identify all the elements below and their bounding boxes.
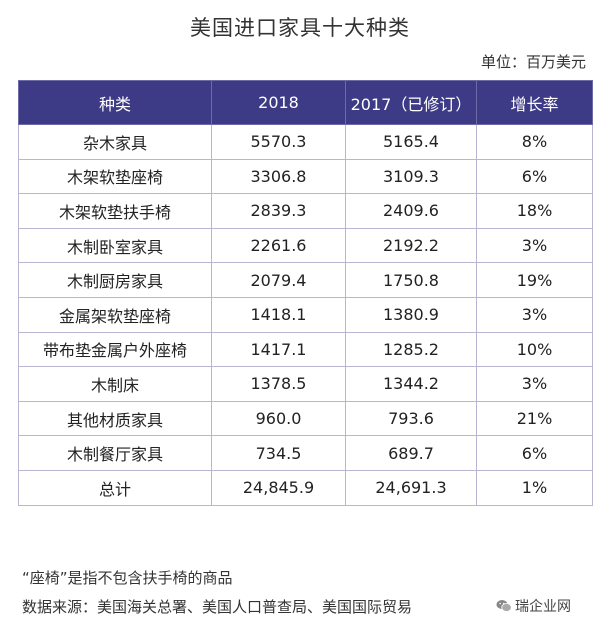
- cell-growth: 3%: [476, 366, 593, 402]
- watermark: 瑞企业网: [496, 596, 571, 616]
- footnote-source: 数据来源：美国海关总署、美国人口普查局、美国国际贸易: [22, 598, 413, 616]
- cell-growth: 3%: [476, 296, 593, 333]
- cell-2017: 1750.8: [345, 262, 477, 298]
- cell-growth: 3%: [476, 227, 593, 264]
- cell-2018: 2839.3: [211, 193, 346, 229]
- cell-growth: 6%: [476, 435, 593, 471]
- header-category: 种类: [18, 80, 212, 125]
- cell-2017: 1285.2: [345, 331, 477, 368]
- table-title: 美国进口家具十大种类: [190, 16, 410, 40]
- table-row: 木架软垫扶手椅 2839.3 2409.6 18%: [18, 193, 593, 229]
- cell-2018: 1418.1: [211, 296, 346, 333]
- cell-growth: 21%: [476, 400, 593, 437]
- cell-2018: 960.0: [211, 400, 346, 437]
- cell-category: 木制厨房家具: [18, 262, 212, 298]
- wechat-icon: [496, 599, 512, 613]
- import-furniture-table: 种类 2018 2017（已修订） 增长率 杂木家具 5570.3 5165.4 8%…: [18, 80, 593, 506]
- cell-2018: 2261.6: [211, 227, 346, 264]
- cell-category: 带布垫金属户外座椅: [18, 331, 212, 368]
- cell-2018: 2079.4: [211, 262, 346, 298]
- cell-category: 木制餐厅家具: [18, 435, 212, 471]
- cell-2017: 1344.2: [345, 366, 477, 402]
- cell-2018: 1378.5: [211, 366, 346, 402]
- cell-2017: 2409.6: [345, 193, 477, 229]
- cell-2018: 24,845.9: [211, 469, 346, 506]
- table-row: 木架软垫座椅 3306.8 3109.3 6%: [18, 158, 593, 195]
- cell-2018: 3306.8: [211, 158, 346, 195]
- cell-2017: 1380.9: [345, 296, 477, 333]
- table-row: 杂木家具 5570.3 5165.4 8%: [18, 124, 593, 160]
- cell-category: 其他材质家具: [18, 400, 212, 437]
- header-2017: 2017（已修订）: [345, 80, 477, 125]
- watermark-text: 瑞企业网: [515, 599, 571, 615]
- cell-growth: 19%: [476, 262, 593, 298]
- cell-2018: 1417.1: [211, 331, 346, 368]
- cell-2017: 24,691.3: [345, 469, 477, 506]
- cell-growth: 18%: [476, 193, 593, 229]
- cell-2017: 3109.3: [345, 158, 477, 195]
- footnote-note: “座椅”是指不包含扶手椅的商品: [22, 569, 233, 587]
- cell-2018: 734.5: [211, 435, 346, 471]
- cell-growth: 8%: [476, 124, 593, 160]
- cell-2017: 793.6: [345, 400, 477, 437]
- cell-category: 木制床: [18, 366, 212, 402]
- cell-growth: 10%: [476, 331, 593, 368]
- cell-2017: 5165.4: [345, 124, 477, 160]
- cell-2018: 5570.3: [211, 124, 346, 160]
- table-row: 金属架软垫座椅 1418.1 1380.9 3%: [18, 296, 593, 333]
- total-row: 总计 24,845.9 24,691.3 1%: [18, 469, 593, 506]
- cell-category: 木制卧室家具: [18, 227, 212, 264]
- table-row: 木制卧室家具 2261.6 2192.2 3%: [18, 227, 593, 264]
- table-row: 木制床 1378.5 1344.2 3%: [18, 366, 593, 402]
- table-row: 木制餐厅家具 734.5 689.7 6%: [18, 435, 593, 471]
- table-header-row: 种类 2018 2017（已修订） 增长率: [18, 80, 593, 125]
- cell-category: 杂木家具: [18, 124, 212, 160]
- table-row: 木制厨房家具 2079.4 1750.8 19%: [18, 262, 593, 298]
- cell-growth: 1%: [476, 469, 593, 506]
- table-row: 其他材质家具 960.0 793.6 21%: [18, 400, 593, 437]
- cell-2017: 689.7: [345, 435, 477, 471]
- cell-2017: 2192.2: [345, 227, 477, 264]
- header-2018: 2018: [211, 80, 346, 125]
- table-row: 带布垫金属户外座椅 1417.1 1285.2 10%: [18, 331, 593, 368]
- cell-category: 木架软垫座椅: [18, 158, 212, 195]
- header-growth: 增长率: [476, 80, 593, 125]
- cell-category: 金属架软垫座椅: [18, 296, 212, 333]
- cell-category: 木架软垫扶手椅: [18, 193, 212, 229]
- cell-category: 总计: [18, 469, 212, 506]
- cell-growth: 6%: [476, 158, 593, 195]
- unit-label: 单位：百万美元: [480, 53, 586, 71]
